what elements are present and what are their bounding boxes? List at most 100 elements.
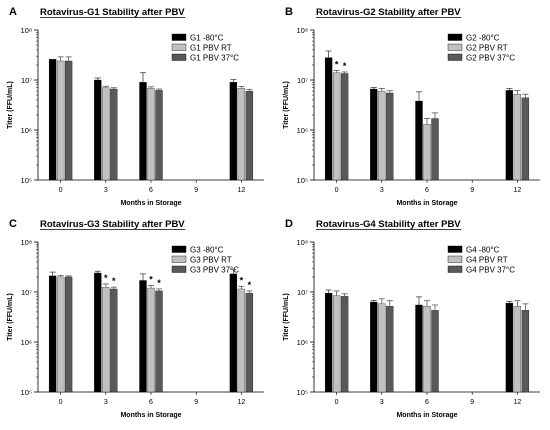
bar (378, 90, 386, 181)
legend-label: G3 -80°C (190, 246, 224, 255)
legend-label: G2 PBV 37°C (466, 54, 515, 63)
significance-mark: * (248, 280, 252, 290)
legend-label: G3 PBV 37°C (190, 266, 239, 275)
bar (505, 90, 514, 181)
y-tick-label: 10⁵ (297, 176, 308, 185)
bar (386, 306, 394, 393)
x-axis-label: Months in Storage (396, 412, 457, 419)
bar (139, 82, 147, 181)
legend-label: G1 PBV 37°C (190, 54, 239, 63)
bar (378, 303, 386, 393)
significance-mark: * (104, 273, 108, 283)
panel-label: D (285, 218, 293, 230)
y-axis-label: Titer (FFU/mL) (7, 293, 14, 341)
y-tick-label: 10⁸ (20, 26, 32, 35)
bar (155, 290, 163, 393)
chart-panel-c: C Rotavirus-G3 Stability after PBV 10⁵ 10⁶ 1… (7, 218, 264, 419)
y-tick-label: 10⁷ (21, 288, 32, 297)
legend-label: G1 PBV RT (190, 44, 232, 53)
x-tick-label: 0 (59, 187, 63, 194)
bar (110, 288, 118, 393)
legend-swatch (171, 265, 187, 273)
bar (340, 296, 349, 393)
y-tick-label: 10⁸ (296, 238, 308, 247)
x-tick-label: 3 (104, 399, 108, 406)
y-tick-label: 10⁶ (21, 126, 32, 135)
significance-mark: * (112, 276, 116, 286)
legend-swatch (447, 265, 463, 273)
legend-label: G4 PBV RT (466, 256, 508, 265)
bar (237, 288, 246, 393)
x-tick-label: 6 (149, 399, 153, 406)
y-tick-label: 10⁷ (297, 288, 308, 297)
significance-mark: * (240, 275, 244, 285)
y-axis-label: Titer (FFU/mL) (283, 293, 290, 341)
y-tick-label: 10⁶ (21, 338, 32, 347)
legend-label: G4 PBV 37°C (466, 266, 515, 275)
bar (423, 306, 431, 393)
legend-label: G2 -80°C (466, 34, 500, 43)
chart-title: Rotavirus-G1 Stability after PBV (40, 7, 185, 18)
bar (340, 73, 349, 181)
y-tick-label: 10⁵ (297, 388, 308, 397)
legend-swatch (171, 255, 187, 263)
chart-panel-b: B Rotavirus-G2 Stability after PBV 10⁵ 10⁶ 1… (283, 6, 540, 207)
x-tick-label: 9 (470, 399, 474, 406)
x-tick-label: 12 (238, 187, 246, 194)
bar (505, 302, 514, 393)
x-tick-label: 0 (335, 399, 339, 406)
bar (139, 280, 147, 393)
bar (94, 79, 102, 181)
chart-title: Rotavirus-G3 Stability after PBV (40, 219, 185, 230)
y-tick-label: 10⁸ (296, 26, 308, 35)
legend-label: G3 PBV RT (190, 256, 232, 265)
x-tick-label: 12 (514, 187, 522, 194)
bar (147, 287, 155, 393)
bar (324, 292, 333, 393)
legend-swatch (447, 245, 463, 253)
significance-mark: * (343, 61, 347, 71)
bar (245, 90, 254, 181)
bar (386, 92, 394, 181)
bar (370, 88, 378, 181)
y-tick-label: 10⁵ (21, 388, 32, 397)
bar (56, 276, 65, 393)
bar (48, 275, 57, 393)
significance-mark: * (335, 59, 339, 69)
x-tick-label: 12 (514, 399, 522, 406)
chart-title: Rotavirus-G2 Stability after PBV (316, 7, 461, 18)
legend-swatch (447, 33, 463, 41)
bar (229, 82, 238, 181)
x-tick-label: 6 (425, 399, 429, 406)
y-tick-label: 10⁸ (20, 238, 32, 247)
significance-mark: * (149, 274, 153, 284)
x-tick-label: 6 (149, 187, 153, 194)
legend-swatch (171, 245, 187, 253)
bar (415, 100, 423, 181)
y-tick-label: 10⁶ (297, 338, 308, 347)
x-tick-label: 9 (470, 187, 474, 194)
bar (64, 60, 73, 181)
x-tick-label: 3 (104, 187, 108, 194)
panel-label: B (285, 6, 293, 18)
bar (513, 306, 522, 393)
bar (332, 295, 341, 393)
bar (110, 88, 118, 181)
legend-swatch (171, 43, 187, 51)
bar (431, 310, 439, 393)
x-tick-label: 0 (59, 399, 63, 406)
panel-label: C (9, 218, 17, 230)
y-axis-label: Titer (FFU/mL) (7, 81, 14, 129)
chart-panel-d: D Rotavirus-G4 Stability after PBV 10⁵ 10⁶ 1… (283, 218, 540, 419)
bar (324, 57, 333, 181)
bar (237, 88, 246, 181)
bar (229, 273, 238, 393)
x-tick-label: 3 (380, 399, 384, 406)
x-tick-label: 12 (238, 399, 246, 406)
x-tick-label: 0 (335, 187, 339, 194)
bar (423, 124, 431, 181)
bar (370, 301, 378, 393)
bar (94, 272, 102, 393)
